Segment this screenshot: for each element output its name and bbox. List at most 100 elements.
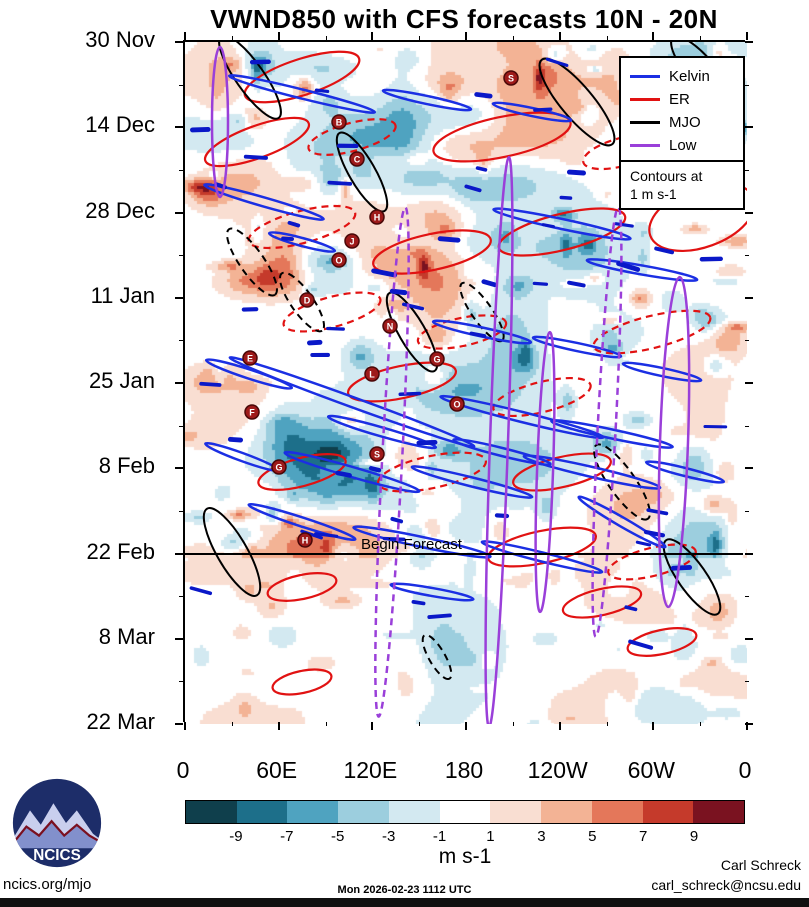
er-wave-contour — [561, 585, 643, 619]
storm-marker-letter: H — [374, 213, 381, 223]
er-wave-contour — [346, 361, 458, 403]
kelvin-contour-dash — [532, 281, 549, 286]
axis-tick — [512, 722, 514, 726]
mjo-wave-contour — [385, 291, 439, 373]
kelvin-contour-dash — [371, 268, 398, 278]
kelvin-contour-dash — [635, 540, 652, 547]
colorbar-tick-label: -9 — [229, 828, 243, 845]
axis-tick — [175, 41, 183, 43]
mjo-wave-contour — [202, 507, 262, 597]
axis-tick — [745, 552, 753, 555]
axis-tick — [745, 637, 753, 640]
mjo-wave-contour — [593, 443, 651, 521]
kelvin-wave-contour — [452, 438, 552, 466]
kelvin-contour-dash — [335, 470, 352, 478]
kelvin-wave-contour — [480, 540, 604, 574]
axis-tick — [652, 722, 655, 730]
low-wave-contour — [484, 155, 514, 724]
storm-marker-letter: G — [433, 355, 440, 365]
legend-item: MJO — [630, 111, 734, 134]
credit-name: Carl Schreck — [720, 857, 801, 873]
axis-tick — [700, 36, 702, 40]
er-wave-contour — [257, 453, 347, 491]
mjo-wave-contour — [218, 42, 282, 120]
er-wave-contour — [307, 118, 397, 156]
er-wave-contour — [266, 572, 338, 602]
legend-line-sample — [630, 98, 660, 101]
kelvin-contour-dash — [566, 169, 586, 176]
storm-marker-letter: N — [387, 322, 394, 332]
colorbar — [185, 800, 745, 824]
storm-marker-letter: F — [249, 408, 255, 418]
axis-tick — [175, 552, 183, 555]
logo-ridge-line — [12, 819, 102, 846]
axis-tick — [184, 32, 186, 40]
storm-marker-circle — [503, 70, 519, 86]
kelvin-wave-contour — [644, 460, 726, 484]
colorbar-unit-label: m s-1 — [438, 845, 492, 868]
er-wave-contour — [243, 50, 361, 104]
storm-marker-letter: S — [374, 450, 380, 460]
axis-tick — [371, 722, 374, 730]
kelvin-wave-contour — [204, 441, 280, 473]
storm-marker-circle — [349, 151, 365, 167]
kelvin-wave-contour — [267, 231, 337, 253]
contour-note-line2: 1 m s-1 — [630, 186, 677, 202]
colorbar-segment — [541, 801, 592, 823]
kelvin-wave-contour — [228, 356, 476, 448]
chart-title: VWND850 with CFS forecasts 10N - 20N — [210, 4, 718, 34]
colorbar-segment — [338, 801, 389, 823]
axis-tick — [175, 296, 183, 299]
colorbar-segment — [490, 801, 542, 823]
kelvin-contour-dash — [616, 261, 641, 272]
axis-tick — [512, 36, 514, 40]
colorbar-tick-label: 7 — [639, 828, 648, 845]
axis-tick — [325, 722, 327, 726]
storm-marker-letter: H — [302, 536, 309, 546]
er-wave-contour — [492, 376, 592, 418]
begin-forecast-line — [185, 553, 743, 555]
storm-marker-letter: S — [508, 74, 514, 84]
storm-marker: N — [382, 318, 398, 334]
kelvin-wave-contour — [492, 207, 632, 241]
axis-tick — [179, 340, 183, 342]
storm-marker: J — [344, 233, 360, 249]
kelvin-wave-contour — [531, 335, 623, 359]
kelvin-contour-dash — [545, 57, 569, 67]
kelvin-contour-dash — [390, 516, 404, 524]
kelvin-contour-dash — [227, 436, 244, 443]
storm-marker-circle — [429, 351, 445, 367]
y-axis-tick-label: 28 Dec — [85, 197, 155, 223]
ncics-logo: NCICS — [12, 778, 102, 868]
er-wave-contour — [432, 111, 572, 163]
axis-tick — [745, 211, 753, 214]
colorbar-segment — [591, 801, 643, 823]
kelvin-contour-dash — [416, 439, 438, 446]
kelvin-contour-dash — [559, 195, 573, 200]
er-wave-contour — [282, 291, 382, 333]
storm-marker-letter: E — [247, 354, 253, 364]
storm-marker: E — [242, 350, 258, 366]
axis-tick — [231, 36, 233, 40]
kelvin-contour-dash — [327, 180, 353, 186]
colorbar-segment — [642, 801, 694, 823]
logo-text: NCICS — [33, 847, 81, 864]
bottom-bar — [0, 898, 809, 907]
axis-tick — [745, 340, 749, 342]
axis-tick — [231, 722, 233, 726]
axis-tick — [175, 211, 183, 214]
legend: Kelvin ER MJO Low — [619, 56, 745, 166]
colorbar-segment — [693, 801, 745, 823]
axis-tick — [175, 467, 183, 470]
er-wave-contour — [203, 116, 311, 168]
storm-marker: C — [349, 151, 365, 167]
axis-tick — [606, 722, 608, 726]
y-axis-tick-label: 11 Jan — [90, 282, 155, 308]
kelvin-contour-dash — [614, 222, 634, 228]
mjo-wave-contour — [421, 633, 453, 681]
axis-tick — [371, 32, 374, 40]
y-axis-tick-label: 22 Feb — [86, 538, 156, 564]
axis-tick — [465, 32, 467, 40]
er-wave-contour — [271, 668, 333, 696]
